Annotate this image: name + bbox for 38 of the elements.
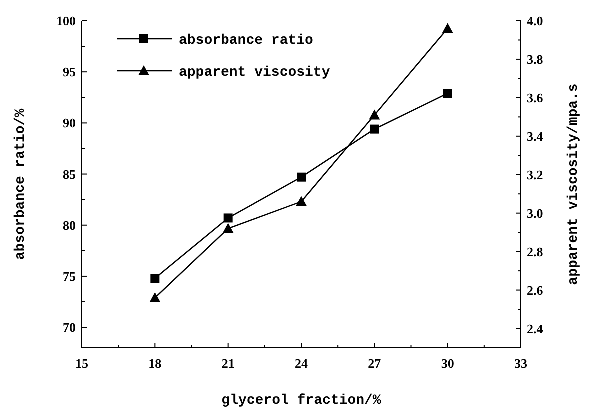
x-axis-title: glycerol fraction/% xyxy=(222,393,382,409)
point xyxy=(442,23,454,34)
x-tick-label: 27 xyxy=(368,356,382,371)
point xyxy=(224,214,233,223)
x-tick-label: 21 xyxy=(222,356,235,371)
legend-label: absorbance ratio xyxy=(179,33,314,49)
y2-tick-label: 2.4 xyxy=(527,321,544,336)
y-tick-label: 70 xyxy=(63,320,76,336)
y2-tick-label: 2.6 xyxy=(527,282,544,298)
point xyxy=(296,196,307,206)
x-tick-label: 30 xyxy=(441,356,454,371)
point xyxy=(297,172,306,182)
y2-tick-label: 3.4 xyxy=(527,128,544,144)
point xyxy=(150,292,161,302)
x-tick-label: 15 xyxy=(76,356,89,371)
y2-tick-label: 3.0 xyxy=(527,206,544,221)
point xyxy=(443,89,452,98)
y-tick-label: 100 xyxy=(56,14,76,28)
y2-tick-label: 3.8 xyxy=(527,52,544,67)
y2-tick-label: 4.0 xyxy=(527,14,544,28)
y2-tick-label: 2.8 xyxy=(527,244,544,260)
point xyxy=(222,223,234,234)
x-tick-label: 18 xyxy=(148,356,162,371)
y-axis-title: absorbance ratio/% xyxy=(13,108,29,260)
y-tick-label: 85 xyxy=(63,166,76,182)
point xyxy=(150,274,160,284)
y2-tick-label: 3.6 xyxy=(527,90,544,106)
legend-label: apparent viscosity xyxy=(179,65,331,81)
point xyxy=(369,110,380,120)
y-tick-label: 75 xyxy=(63,268,76,284)
y2-axis-title: apparent viscosity/mpa.s xyxy=(566,84,582,286)
x-tick-label: 24 xyxy=(295,356,308,371)
y-tick-label: 95 xyxy=(63,64,76,80)
y2-tick-label: 3.2 xyxy=(527,167,544,182)
point xyxy=(370,124,380,134)
y-tick-label: 90 xyxy=(63,116,76,131)
x-tick-label: 33 xyxy=(514,356,528,371)
y-tick-label: 80 xyxy=(63,218,76,233)
